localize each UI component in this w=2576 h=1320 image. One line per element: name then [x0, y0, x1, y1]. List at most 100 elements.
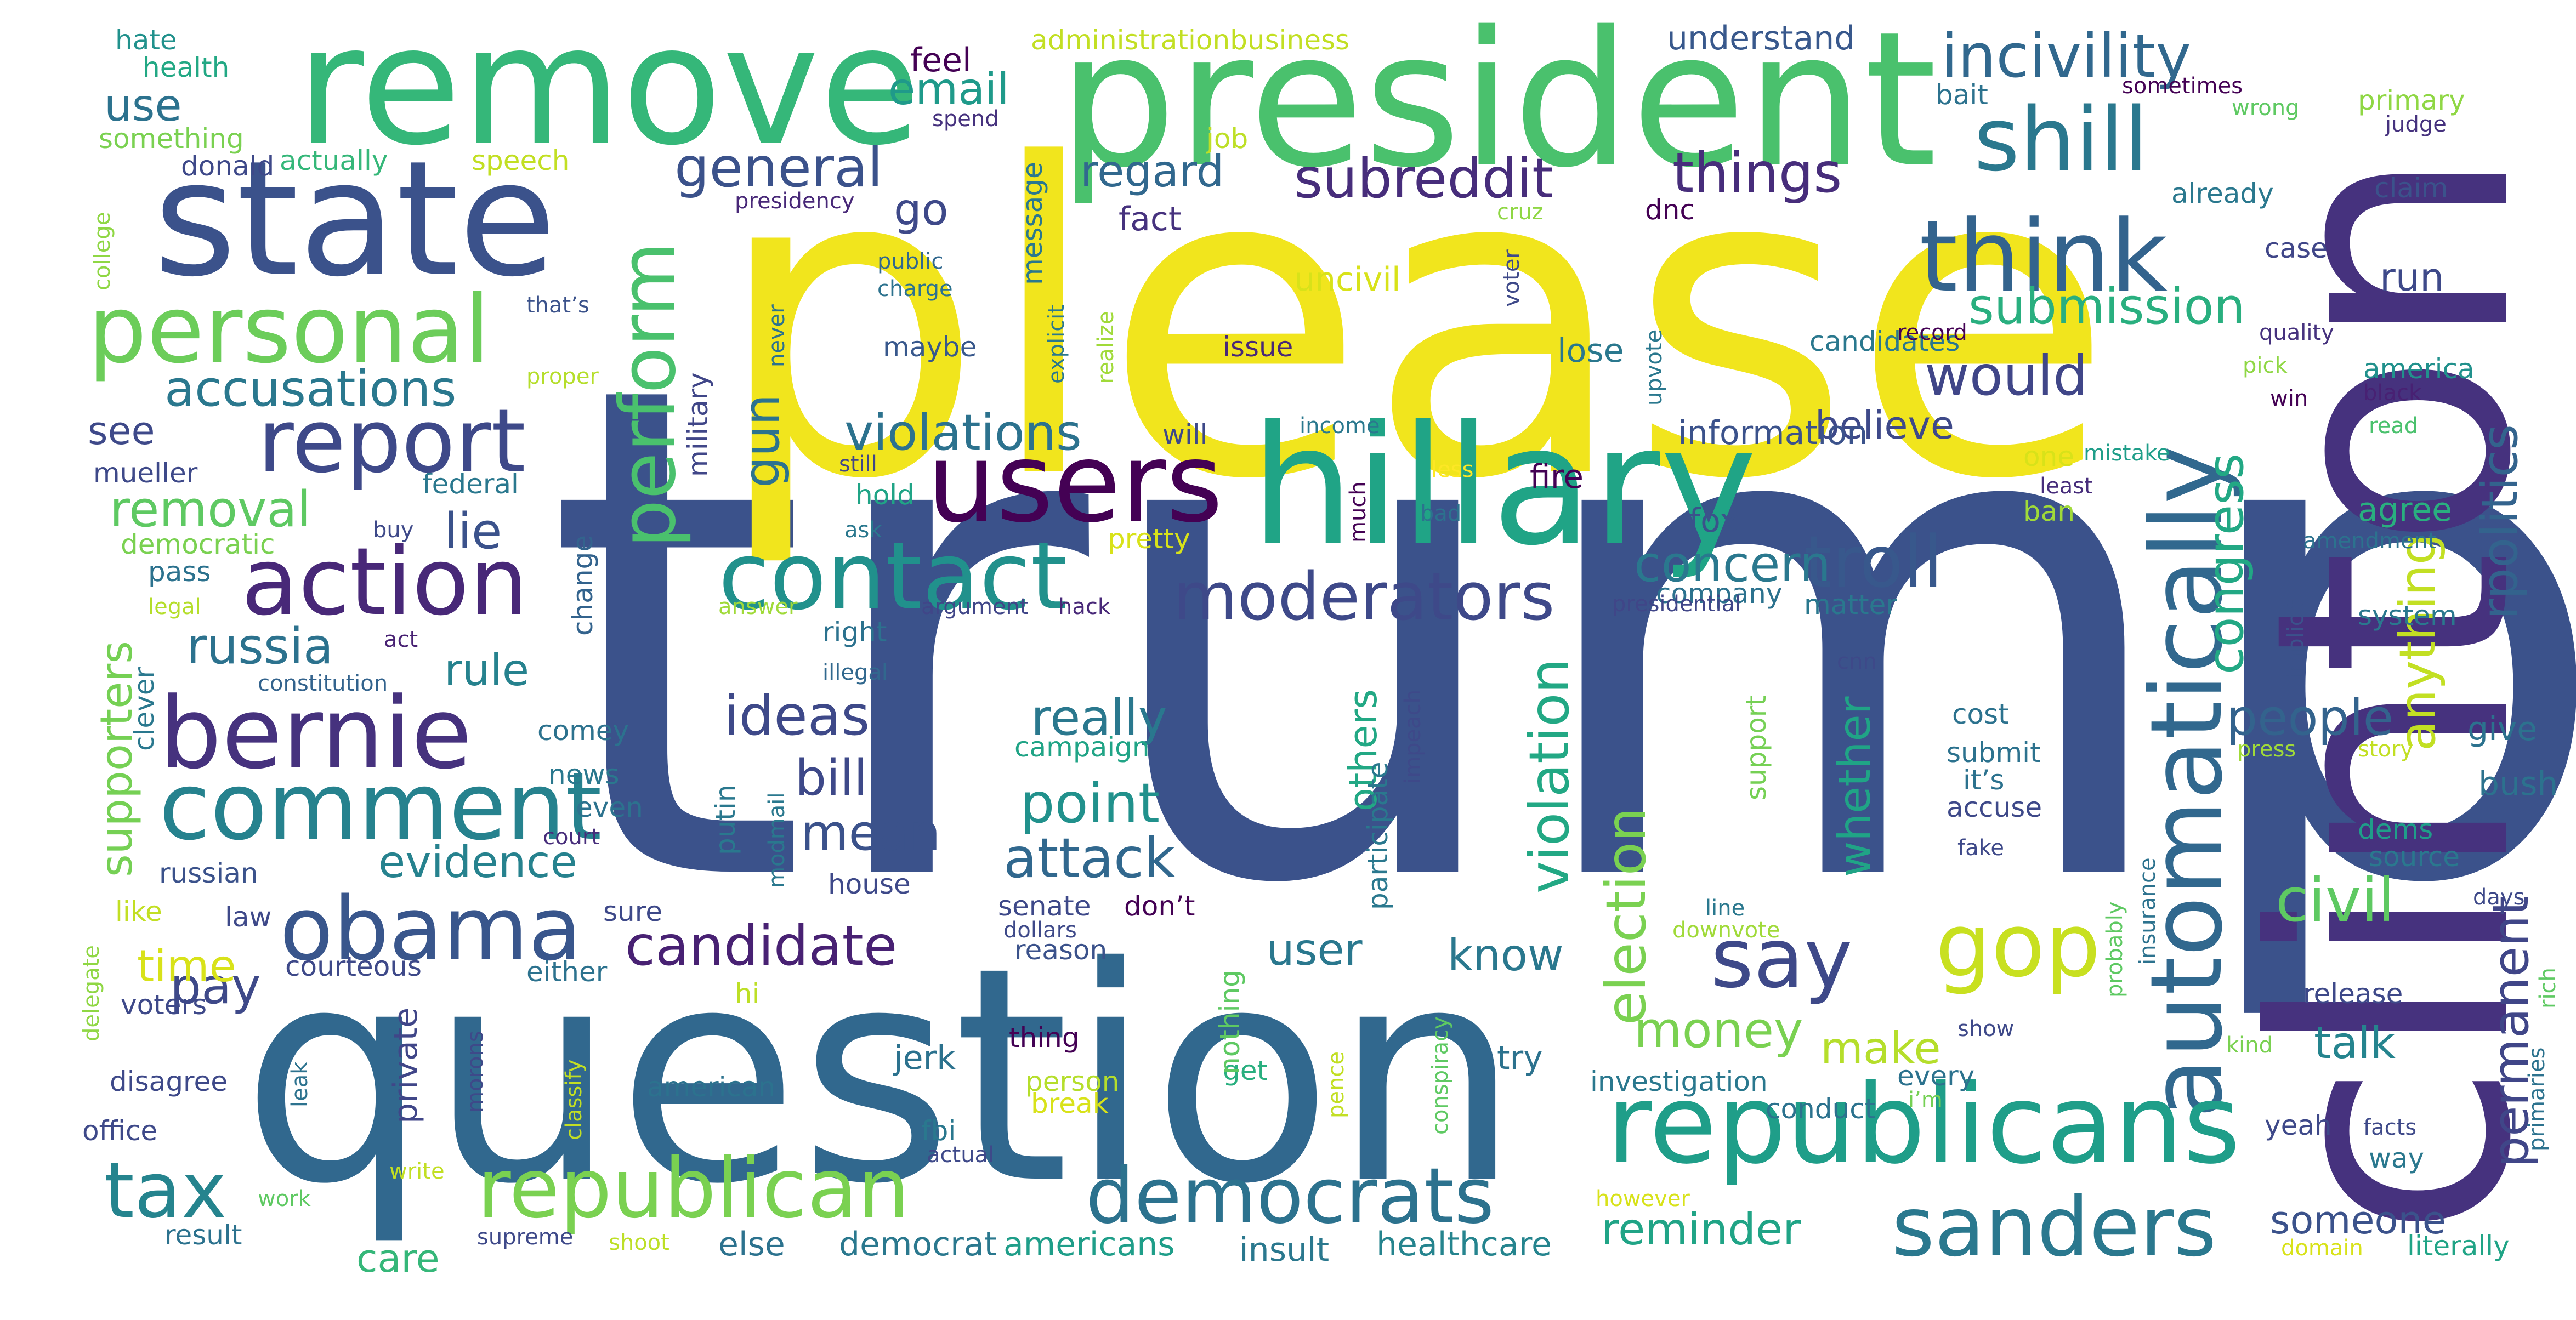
word-fake: fake: [1957, 835, 2004, 861]
word-troll: troll: [1804, 520, 1943, 604]
word-system: system: [2358, 600, 2457, 631]
word-pence: pence: [1324, 1051, 1349, 1118]
word-amendment: amendment: [2303, 528, 2436, 554]
word-hack: hack: [1058, 594, 1111, 619]
word-private: private: [387, 1008, 425, 1124]
word-work: work: [258, 1186, 311, 1211]
word-putin: putin: [710, 784, 741, 855]
word-house: house: [828, 868, 911, 900]
word-uncivil: uncivil: [1294, 260, 1401, 299]
word-implicit: implicit: [2283, 600, 2308, 680]
word-hate: hate: [115, 24, 177, 56]
word-obama: obama: [280, 878, 582, 980]
word-either: either: [526, 956, 608, 988]
word-believe: believe: [1815, 403, 1954, 448]
word-pay: pay: [170, 958, 261, 1015]
word-public: public: [877, 249, 943, 274]
word-violation: violation: [1517, 658, 1581, 894]
word-president: president: [1058, 0, 1937, 209]
word-already: already: [2171, 178, 2274, 209]
word-act: act: [384, 627, 418, 652]
word-legal: legal: [148, 594, 201, 619]
word-spend: spend: [932, 106, 999, 132]
word-reason: reason: [1014, 934, 1107, 966]
word-federal: federal: [422, 468, 519, 500]
word-leak: leak: [287, 1061, 313, 1107]
word-even: even: [576, 792, 643, 823]
word-bush: bush: [2478, 765, 2558, 803]
word-black: black: [2363, 380, 2422, 406]
word-sometimes: sometimes: [2122, 73, 2243, 99]
word-college: college: [90, 212, 115, 291]
word-explicit: explicit: [1044, 305, 1069, 384]
word-story: story: [2358, 737, 2413, 762]
word-company: company: [1656, 578, 1782, 610]
word-permanent: permanent: [2482, 896, 2540, 1168]
word-domain: domain: [2281, 1236, 2363, 1261]
word-pass: pass: [148, 556, 211, 588]
word-news: news: [548, 759, 619, 790]
word-get: get: [1223, 1055, 1268, 1086]
word-really: really: [1031, 689, 1167, 747]
word-point: point: [1020, 771, 1160, 835]
word-fire: fire: [1530, 458, 1584, 496]
word-anything: anything: [2389, 533, 2447, 751]
word-hillary: hillary: [1250, 390, 1757, 582]
word-else: else: [718, 1225, 785, 1264]
word-say: say: [1711, 911, 1853, 1006]
word-give: give: [2467, 710, 2537, 748]
word-realize: realize: [1093, 311, 1119, 384]
word-someone: someone: [2270, 1198, 2446, 1243]
word-yeah: yeah: [2265, 1110, 2332, 1141]
word-shoot: shoot: [609, 1230, 669, 1255]
word-right: right: [822, 616, 887, 648]
word-bad: bad: [1420, 501, 1461, 526]
word-days: days: [2473, 885, 2524, 910]
word-question: question: [241, 904, 1520, 1249]
word-insult: insult: [1239, 1231, 1329, 1269]
word-talk: talk: [2314, 1017, 2396, 1068]
word-im: i’m: [1908, 1088, 1943, 1113]
word-every: every: [1897, 1060, 1974, 1092]
word-make: make: [1820, 1023, 1941, 1074]
word-facts: facts: [2363, 1115, 2416, 1140]
word-perform: perform: [604, 242, 693, 548]
word-users: users: [927, 419, 1223, 547]
word-see: see: [88, 408, 155, 453]
word-message: message: [1017, 162, 1048, 285]
word-downvote: downvote: [1672, 918, 1780, 943]
word-shill: shill: [1974, 88, 2148, 191]
word-mean: mean: [801, 804, 940, 862]
word-email: email: [888, 64, 1009, 115]
word-money: money: [1634, 1002, 1803, 1059]
word-report: report: [258, 390, 526, 492]
word-moderators: moderators: [1173, 559, 1555, 635]
word-pick: pick: [2243, 353, 2288, 378]
word-rule: rule: [444, 645, 529, 696]
word-however: however: [1596, 1186, 1690, 1211]
word-candidates: candidates: [1809, 326, 1960, 357]
word-hi: hi: [735, 978, 760, 1010]
word-morons: morons: [463, 1031, 488, 1113]
word-user: user: [1267, 924, 1363, 975]
word-supporters: supporters: [91, 641, 142, 877]
word-buy: buy: [373, 517, 413, 543]
word-record: record: [1897, 320, 1967, 345]
word-time: time: [137, 941, 236, 992]
word-illegal: illegal: [822, 660, 888, 685]
word-break: break: [1031, 1088, 1109, 1119]
word-try: try: [1497, 1039, 1543, 1077]
word-ban: ban: [2023, 496, 2075, 527]
word-dont: don’t: [1124, 890, 1195, 922]
word-administrationbusiness: administrationbusiness: [1031, 24, 1349, 56]
word-literally: literally: [2407, 1230, 2510, 1262]
word-presidency: presidency: [735, 189, 855, 214]
word-proper: proper: [526, 364, 599, 389]
word-release: release: [2303, 978, 2403, 1010]
word-cost: cost: [1952, 698, 2009, 730]
word-thats: that’s: [526, 293, 589, 318]
word-concern: concern: [1634, 536, 1831, 593]
word-gop: gop: [1936, 894, 2101, 997]
word-change: change: [567, 535, 599, 636]
word-pretty: pretty: [1108, 523, 1190, 555]
